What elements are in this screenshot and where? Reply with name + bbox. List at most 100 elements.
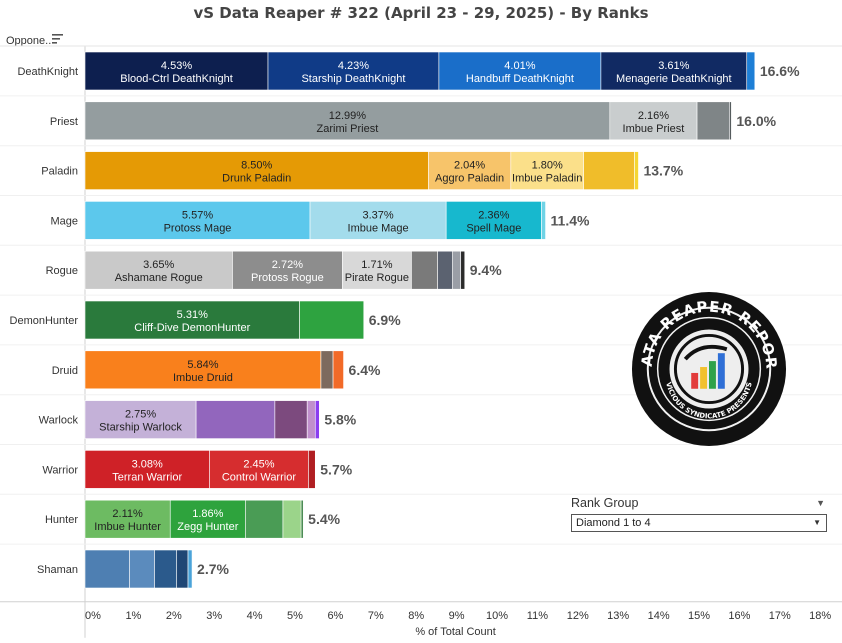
segment-name-label: Blood-Ctrl DeathKnight [120,73,233,85]
x-tick-label: 5% [287,610,303,622]
x-tick-label: 2% [166,610,182,622]
x-tick-label: 18% [809,610,831,622]
bar-segment [84,499,171,539]
bar-segment [154,549,178,589]
x-tick-label: 13% [607,610,629,622]
row-total-label: 5.7% [320,461,352,477]
rank-group-label: Rank Group [571,496,639,510]
segment-pct-label: 2.16% [638,110,669,122]
bar-segment [209,450,309,489]
segment-name-label: Imbue Mage [348,222,409,234]
segment-pct-label: 4.23% [338,60,369,72]
chart-title: vS Data Reaper # 322 (April 23 - 29, 202… [193,4,649,22]
x-tick-label: 8% [408,610,424,622]
segment-name-label: Aggro Paladin [435,173,504,185]
row-total-label: 11.4% [551,212,590,228]
row-label-paladin: Paladin [41,166,78,178]
segment-pct-label: 2.72% [272,259,303,271]
x-tick-label: 4% [247,610,263,622]
bar-segment [169,499,246,539]
bar-segment [342,250,412,290]
segment-name-label: Protoss Rogue [251,272,324,284]
bar-segment [729,101,732,141]
segment-name-label: Protoss Mage [164,222,232,234]
segment-pct-label: 4.53% [161,60,192,72]
bar-segment [84,250,233,290]
bar-segment [176,549,189,589]
x-axis-title: % of Total Count [415,626,496,638]
row-label-deathknight: DeathKnight [17,66,78,78]
rank-group-filter: Rank Group ▼ Diamond 1 to 4 ▼ [571,496,827,532]
segment-pct-label: 3.37% [362,209,393,221]
segment-name-label: Starship Warlock [99,422,182,434]
bar-segment [274,400,308,439]
segment-name-label: Imbue Priest [623,123,685,135]
bar-segment [411,250,438,290]
x-tick-label: 15% [688,610,710,622]
rank-group-selected-value: Diamond 1 to 4 [576,517,651,529]
bar-segment [309,201,447,240]
segment-name-label: Ashamane Rogue [115,272,203,284]
x-tick-label: 0% [85,610,101,622]
sort-icon[interactable] [52,34,64,44]
bar-segment [84,101,611,141]
segment-name-label: Pirate Rogue [345,272,409,284]
bar-segment [300,499,304,539]
segment-name-label: Imbue Hunter [94,521,161,533]
bar-segment [746,51,756,91]
bar-segment [696,101,730,141]
bar-segment [84,201,311,240]
bar-segment [452,250,462,290]
row-header-label[interactable]: Oppone.. [6,35,52,47]
row-label-warrior: Warrior [42,464,78,476]
x-tick-label: 11% [527,610,548,622]
segment-pct-label: 1.86% [192,508,223,520]
segment-name-label: Zegg Hunter [177,521,238,533]
segment-pct-label: 3.61% [658,60,689,72]
bar-segment [600,51,748,91]
bar-segment [84,151,429,190]
bar-segment [438,51,602,91]
segment-name-label: Imbue Druid [173,372,233,384]
filter-menu-icon[interactable]: ▼ [816,498,825,508]
data-reaper-report-logo: DATA REAPER REPORT VICIOUS SYNDICATE PRE… [630,290,787,447]
row-total-label: 6.4% [349,362,381,378]
segment-pct-label: 5.57% [182,209,213,221]
row-label-warlock: Warlock [39,415,79,427]
segment-pct-label: 1.80% [532,160,563,172]
bar-segment [634,151,639,190]
segment-pct-label: 3.65% [143,259,174,271]
bar-segment [129,549,155,589]
x-tick-label: 17% [769,610,791,622]
bar-segment [84,549,130,589]
bar-segment [267,51,440,91]
bar-segment [84,350,322,390]
segment-pct-label: 5.84% [187,359,218,371]
row-total-label: 9.4% [470,262,502,278]
bar-segment [609,101,698,141]
row-total-label: 2.7% [197,561,229,577]
x-tick-label: 10% [486,610,508,622]
rank-group-select[interactable]: Diamond 1 to 4 ▼ [571,514,827,532]
chevron-down-icon[interactable]: ▼ [813,518,821,527]
segment-name-label: Spell Mage [466,222,521,234]
segment-name-label: Terran Warrior [112,471,182,483]
row-label-priest: Priest [50,116,78,128]
x-tick-label: 7% [368,610,384,622]
row-label-druid: Druid [52,365,78,377]
segment-pct-label: 2.45% [243,458,274,470]
bar-segment [460,250,466,290]
segment-name-label: Cliff-Dive DemonHunter [134,322,250,334]
row-label-rogue: Rogue [46,265,78,277]
segment-name-label: Drunk Paladin [222,173,291,185]
segment-pct-label: 2.04% [454,160,485,172]
bar-segment [84,300,300,340]
segment-pct-label: 1.71% [361,259,392,271]
bar-segment [245,499,284,539]
segment-name-label: Handbuff DeathKnight [466,73,574,85]
segment-pct-label: 12.99% [329,110,367,122]
row-label-hunter: Hunter [45,514,78,526]
row-total-label: 16.6% [760,63,800,79]
bar-segment [306,400,316,439]
